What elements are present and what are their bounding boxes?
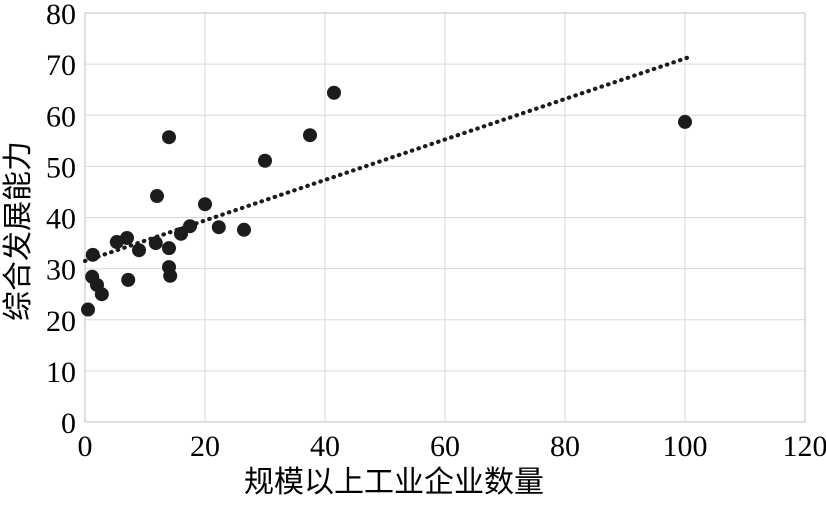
data-point [85, 247, 100, 262]
data-point [198, 197, 212, 212]
y-tick-label: 30 [46, 254, 76, 287]
data-point [211, 220, 226, 235]
y-tick-label: 80 [46, 0, 76, 31]
gridlines-layer [85, 13, 805, 422]
x-axis-tick-labels: 0 20 40 60 80 100 120 [78, 430, 826, 463]
x-tick-label: 120 [783, 430, 826, 463]
x-axis-title: 规模以上工业企业数量 [244, 466, 544, 499]
x-tick-label: 40 [310, 430, 340, 463]
data-point [150, 189, 164, 204]
y-tick-label: 70 [46, 49, 76, 82]
data-point [303, 128, 317, 143]
data-point [162, 241, 176, 256]
y-axis-tick-labels: 0 10 20 30 40 50 60 70 80 [46, 0, 76, 440]
data-point [163, 268, 178, 283]
x-tick-label: 0 [78, 430, 93, 463]
data-point [132, 243, 146, 258]
x-tick-label: 100 [663, 430, 708, 463]
data-point [121, 272, 136, 287]
y-tick-label: 20 [46, 305, 76, 338]
y-tick-label: 10 [46, 356, 76, 389]
data-point [678, 114, 692, 129]
data-point [258, 153, 272, 168]
x-tick-label: 20 [190, 430, 220, 463]
y-tick-label: 50 [46, 151, 76, 184]
data-point [148, 236, 163, 251]
x-tick-label: 60 [430, 430, 460, 463]
y-tick-label: 60 [46, 100, 76, 133]
data-point [81, 302, 95, 317]
data-point [183, 219, 197, 234]
x-tick-label: 80 [550, 430, 580, 463]
y-axis-title: 综合发展能力 [2, 141, 35, 321]
data-point [94, 287, 109, 302]
plot-border [84, 12, 806, 423]
data-points-layer [81, 85, 692, 317]
y-tick-label: 40 [46, 203, 76, 236]
data-point [162, 130, 176, 145]
data-point [120, 230, 134, 245]
data-point [327, 85, 341, 100]
y-tick-label: 0 [61, 407, 76, 440]
data-point [237, 222, 251, 237]
